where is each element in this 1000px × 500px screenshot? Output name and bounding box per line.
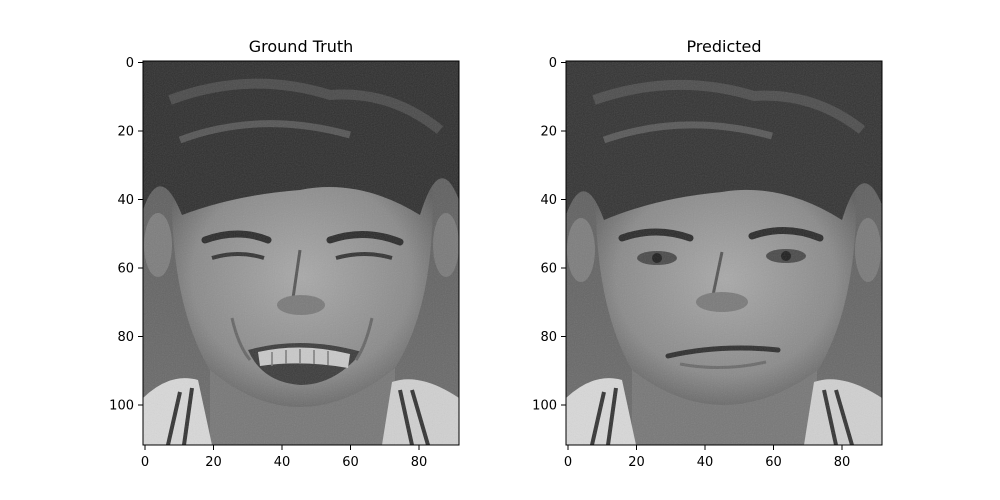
y-tick-label: 100 [532,399,557,414]
y-tick-label: 60 [117,262,134,277]
x-tick-label: 0 [141,455,149,470]
y-tick-label: 0 [126,56,134,71]
x-tick-label: 40 [697,455,714,470]
y-tick-label: 80 [117,330,134,345]
x-tick-label: 20 [205,455,222,470]
x-tick-label: 0 [564,455,572,470]
x-axis: 0 20 40 60 80 [564,445,850,470]
y-tick-label: 40 [117,193,134,208]
y-axis: 0 20 40 60 80 100 [109,56,143,414]
face-image-ground-truth [143,61,459,445]
panel-title: Ground Truth [249,37,354,56]
y-tick-label: 60 [540,262,557,277]
y-tick-label: 40 [540,193,557,208]
x-tick-label: 80 [834,455,851,470]
y-tick-label: 20 [117,125,134,140]
y-tick-label: 100 [109,399,134,414]
panel-predicted: Predicted [532,37,883,470]
axes-frame [142,60,460,446]
axes-frame [565,60,883,446]
panel-ground-truth: Ground Truth [109,37,460,470]
y-tick-label: 0 [549,56,557,71]
panel-title: Predicted [686,37,761,56]
face-image-predicted [566,61,882,445]
x-axis: 0 20 40 60 80 [141,445,427,470]
x-tick-label: 60 [342,455,359,470]
x-tick-label: 80 [411,455,428,470]
x-tick-label: 60 [765,455,782,470]
x-tick-label: 40 [274,455,291,470]
y-tick-label: 20 [540,125,557,140]
x-tick-label: 20 [628,455,645,470]
y-axis: 0 20 40 60 80 100 [532,56,566,414]
y-tick-label: 80 [540,330,557,345]
